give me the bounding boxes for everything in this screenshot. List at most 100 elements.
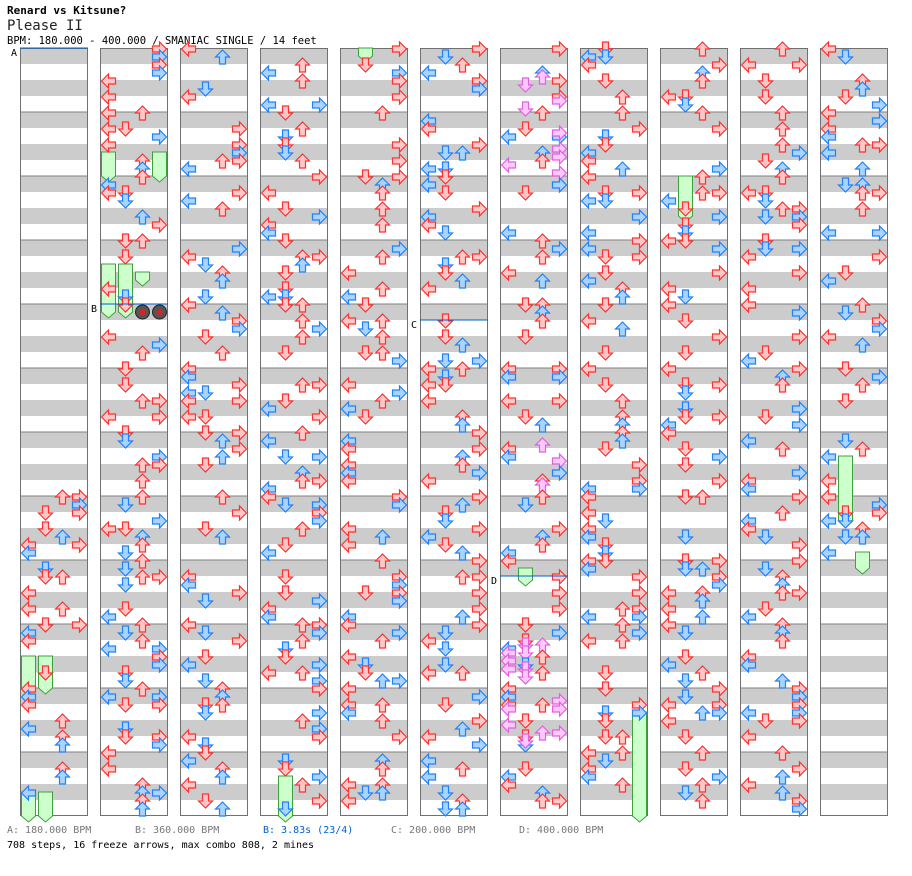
step-arrow (231, 320, 248, 338)
beat-stripe (500, 672, 568, 688)
step-arrow (117, 545, 134, 561)
step-arrow (134, 209, 151, 225)
beat-stripe (180, 592, 248, 608)
step-arrow (774, 633, 791, 649)
beat-stripe (340, 336, 408, 352)
beat-stripe (420, 688, 488, 704)
beat-stripe (500, 576, 568, 592)
step-arrow (134, 537, 151, 553)
step-arrow (231, 584, 248, 602)
step-arrow (740, 280, 757, 298)
step-arrow (151, 456, 168, 474)
step-arrow (711, 472, 728, 490)
step-arrow (597, 297, 614, 313)
step-arrow (374, 553, 391, 569)
beat-stripe (660, 224, 728, 240)
step-arrow (420, 360, 437, 378)
step-arrow (837, 513, 854, 529)
step-arrow (151, 512, 168, 530)
beat-stripe (820, 400, 888, 416)
beat-stripe (580, 288, 648, 304)
beat-stripe (580, 720, 648, 736)
beat-stripe (740, 544, 808, 560)
step-arrow (214, 801, 231, 817)
step-arrow (677, 97, 694, 113)
beat-stripe (820, 544, 888, 560)
step-arrow (791, 552, 808, 570)
beat-stripe (500, 752, 568, 768)
beat-stripe (180, 336, 248, 352)
step-arrow (694, 593, 711, 609)
step-arrow (454, 417, 471, 433)
step-arrow (471, 552, 488, 570)
beat-stripe (660, 64, 728, 80)
column-border (820, 48, 888, 816)
step-arrow (437, 377, 454, 393)
beat-stripe (500, 48, 568, 64)
step-arrow (37, 521, 54, 537)
step-arrow (740, 248, 757, 266)
step-arrow (837, 393, 854, 409)
step-arrow (774, 201, 791, 217)
step-arrow (871, 224, 888, 242)
beat-stripe (500, 112, 568, 128)
beat-stripe (420, 240, 488, 256)
step-arrow (420, 664, 437, 682)
step-arrow (871, 248, 888, 266)
beat-stripe (740, 480, 808, 496)
beat-stripe (820, 704, 888, 720)
step-arrow (854, 137, 871, 153)
step-arrow (500, 448, 517, 466)
step-arrow (117, 601, 134, 617)
step-arrow (214, 489, 231, 505)
beat-stripe (660, 112, 728, 128)
beat-stripe (260, 352, 328, 368)
beat-stripe (580, 736, 648, 752)
beat-stripe (660, 144, 728, 160)
step-arrow (580, 312, 597, 330)
beat-stripe (340, 768, 408, 784)
beat-stripe (420, 272, 488, 288)
step-arrow (100, 520, 117, 538)
beat-stripe (180, 352, 248, 368)
step-arrow (597, 753, 614, 769)
beat-stripe (180, 720, 248, 736)
step-arrow (151, 336, 168, 354)
beat-stripe (660, 656, 728, 672)
beat-stripe (580, 272, 648, 288)
beat-stripe (260, 656, 328, 672)
beat-stripe (180, 528, 248, 544)
step-arrow (614, 777, 631, 793)
beat-stripe (340, 48, 408, 64)
step-arrow (711, 552, 728, 570)
beat-stripe (660, 672, 728, 688)
step-arrow (580, 240, 597, 258)
beat-stripe (340, 656, 408, 672)
beat-stripe (100, 224, 168, 240)
step-arrow (277, 393, 294, 409)
step-arrow (471, 464, 488, 482)
step-arrow (534, 233, 551, 249)
freeze-arrow (632, 711, 647, 823)
beat-stripe (180, 784, 248, 800)
step-arrow (757, 89, 774, 105)
step-arrow (420, 768, 437, 786)
step-arrow (340, 680, 357, 698)
step-arrow (614, 433, 631, 449)
beat-stripe (100, 96, 168, 112)
beat-stripe (660, 304, 728, 320)
step-arrow (517, 733, 534, 749)
beat-stripe (180, 320, 248, 336)
step-arrow (551, 392, 568, 410)
step-arrow (820, 512, 837, 530)
beat-stripe (500, 320, 568, 336)
beat-stripe (100, 752, 168, 768)
step-arrow (374, 329, 391, 345)
step-arrow (151, 216, 168, 234)
beat-stripe (420, 176, 488, 192)
beat-stripe (500, 192, 568, 208)
step-arrow (580, 528, 597, 546)
beat-stripe (260, 608, 328, 624)
beat-stripe (20, 720, 88, 736)
beat-stripe (340, 496, 408, 512)
